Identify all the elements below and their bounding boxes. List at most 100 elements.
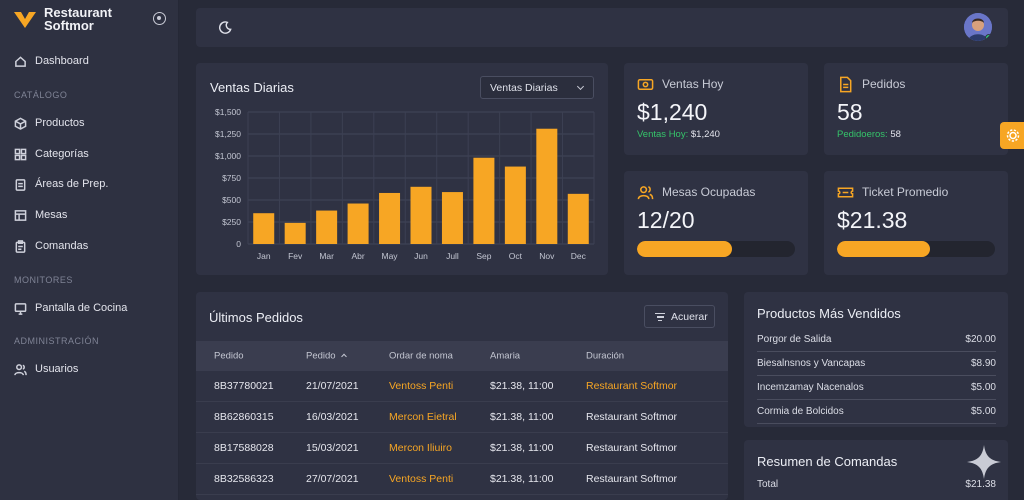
orders-summary-card: Resumen de Comandas Total $21.38 [744,440,1008,500]
sidebar-item-mesas[interactable]: Mesas [0,202,178,228]
topbar [196,8,1008,47]
table-row[interactable]: 8B37780021 21/07/2021 Ventoss Penti $21.38,… [196,371,728,402]
chart-range-select[interactable]: Ventas Diarias [480,76,594,99]
product-price: $5.00 [970,406,996,417]
x-tick-label: Sep [476,251,491,261]
user-avatar-icon [964,13,992,41]
order-amount: $21.38, 11:00 [490,442,554,454]
y-tick-label: $500 [222,195,241,205]
sparkle-icon [967,445,1001,479]
stat-card-mesas: Mesas Ocupadas 12/20 [624,171,808,275]
sales-bar-chart: 0 $250 $500 $750 $1,000 $1,250 $1,500 Jan Fev Mar… [215,107,595,261]
sidebar-item-label: Mesas [35,209,68,221]
sidebar-item-dashboard[interactable]: Dashboard [0,48,178,74]
x-tick-label: Oct [509,251,523,261]
avatar[interactable] [964,13,992,41]
filter-button[interactable]: Acuerar [644,305,715,328]
sidebar-item-comandas[interactable]: Comandas [0,233,178,259]
stat-sub-label: Ventas Hoy: [637,129,689,140]
x-tick-label: Mar [319,251,334,261]
sidebar-item-productos[interactable]: Productos [0,110,178,136]
sidebar-item-label: Pantalla de Cocina [35,302,128,314]
sales-chart-card: Ventas Diarias Ventas Diarias 0 $250 $500 $… [196,63,608,275]
sidebar-item-pantalla-cocina[interactable]: Pantalla de Cocina [0,295,178,321]
theme-toggle-icon[interactable] [218,20,233,35]
clipboard-icon [15,178,26,191]
product-price: $20.00 [965,334,996,345]
stat-sub-label: Pedidoeros: [837,129,888,140]
bar [410,186,432,244]
x-tick-label: Abr [351,251,364,261]
y-tick-label: $1,500 [215,107,241,117]
order-duration: Restaurant Softmor [586,380,678,392]
summary-total-value: $21.38 [965,479,996,490]
bar [567,193,589,244]
product-name: Cormia de Bolcidos [757,406,844,417]
section-monitores: MONITORES [14,275,73,285]
brand-name-line1: Restaurant [44,5,112,20]
y-tick-label: $750 [222,173,241,183]
table-row[interactable]: 8B17588028 15/03/2021 Mercon Iliuiro $21.38… [196,433,728,464]
sidebar-item-label: Categorías [35,148,89,160]
table-row[interactable]: 8B32586323 27/07/2021 Ventoss Penti $21.38,… [196,464,728,495]
order-date: 15/03/2021 [306,442,359,454]
order-name: Mercon Eietral [389,411,457,423]
product-name: Biesalnsnos y Vancapas [757,358,866,369]
orders-card: Últimos Pedidos Acuerar Pedido Pedido Or… [196,292,728,500]
summary-total-label: Total [757,479,779,490]
y-tick-label: 0 [236,239,241,249]
chart-select-value: Ventas Diarias [490,82,558,94]
order-name: Ventoss Penti [389,380,454,392]
sidebar-item-usuarios[interactable]: Usuarios [0,356,178,382]
bar [379,192,401,244]
bar [473,157,495,244]
order-name: Ventoss Penti [389,473,454,485]
list-item: Porgor de Salida $20.00 [757,328,996,352]
order-date: 21/07/2021 [306,380,359,392]
list-item: Cormia de Bolcidos $5.00 [757,400,996,424]
top-products-card: Productos Más Vendidos Porgor de Salida $… [744,292,1008,427]
y-tick-label: $1,000 [215,151,241,161]
sidebar-item-categorias[interactable]: Categorías [0,141,178,167]
order-amount: $21.38, 11:00 [490,473,554,485]
table-row[interactable]: 8B62860315 16/03/2021 Mercon Eietral $21.38… [196,402,728,433]
x-tick-label: Fev [288,251,303,261]
brand-name-line2: Softmor [44,18,94,33]
x-tick-label: Nov [539,251,555,261]
column-header[interactable]: Ordar de noma [389,350,453,362]
order-id: 8B62860315 [214,411,274,423]
table-icon [14,209,27,221]
x-tick-label: Jan [257,251,271,261]
products-title: Productos Más Vendidos [757,306,901,321]
filter-icon [655,313,665,323]
order-amount: $21.38, 11:00 [490,411,554,423]
grid-icon [14,148,27,160]
chart-title: Ventas Diarias [210,80,294,95]
summary-title: Resumen de Comandas [757,454,898,469]
order-id: 8B32586323 [214,473,274,485]
brand[interactable]: Restaurant Softmor [12,6,112,32]
sidebar-collapse-icon[interactable] [153,12,166,25]
bar [253,213,275,244]
x-tick-label: May [382,251,399,261]
brand-logo-icon [14,12,36,28]
list-item: Incemzamay Nacenalos $5.00 [757,376,996,400]
sidebar-item-areas[interactable]: Áreas de Prep. [0,171,178,197]
stat-value: $21.38 [837,207,908,233]
column-header-sortable[interactable]: Pedido [306,351,347,362]
product-name: Incemzamay Nacenalos [757,382,864,393]
y-tick-label: $1,250 [215,129,241,139]
x-tick-label: Jun [414,251,428,261]
settings-tab[interactable] [1000,122,1024,149]
column-header[interactable]: Amaria [490,350,521,362]
document-icon [840,76,852,93]
stat-sub-value: 58 [890,129,901,140]
sidebar-item-label: Áreas de Prep. [35,178,109,190]
column-header[interactable]: Duración [586,350,625,362]
stat-label: Mesas Ocupadas [662,185,756,199]
section-catalogo: CATÁLOGO [14,90,68,100]
column-header[interactable]: Pedido [214,350,244,362]
gear-icon [1006,129,1020,142]
bar [284,222,306,244]
summary-total-row: Total $21.38 [757,479,996,490]
